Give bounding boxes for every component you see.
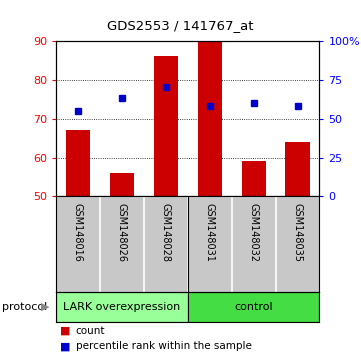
Text: percentile rank within the sample: percentile rank within the sample xyxy=(76,341,252,351)
Text: ■: ■ xyxy=(60,341,70,351)
Text: GSM148035: GSM148035 xyxy=(292,203,303,262)
Text: GSM148016: GSM148016 xyxy=(73,203,83,262)
Bar xyxy=(56,292,188,322)
Text: GSM148028: GSM148028 xyxy=(161,203,171,262)
Text: GSM148032: GSM148032 xyxy=(249,203,258,262)
Bar xyxy=(110,173,134,196)
Text: LARK overexpression: LARK overexpression xyxy=(63,302,180,312)
Text: ▶: ▶ xyxy=(41,302,49,312)
Bar xyxy=(197,41,222,196)
Text: control: control xyxy=(234,302,273,312)
Text: GSM148031: GSM148031 xyxy=(205,203,215,262)
Bar xyxy=(242,161,266,196)
Bar xyxy=(154,56,178,196)
Bar xyxy=(188,292,319,322)
Text: count: count xyxy=(76,326,105,336)
Text: protocol: protocol xyxy=(2,302,47,312)
Bar xyxy=(66,130,90,196)
Text: GDS2553 / 141767_at: GDS2553 / 141767_at xyxy=(107,19,254,33)
Text: GSM148026: GSM148026 xyxy=(117,203,127,262)
Bar xyxy=(286,142,310,196)
Text: ■: ■ xyxy=(60,326,70,336)
